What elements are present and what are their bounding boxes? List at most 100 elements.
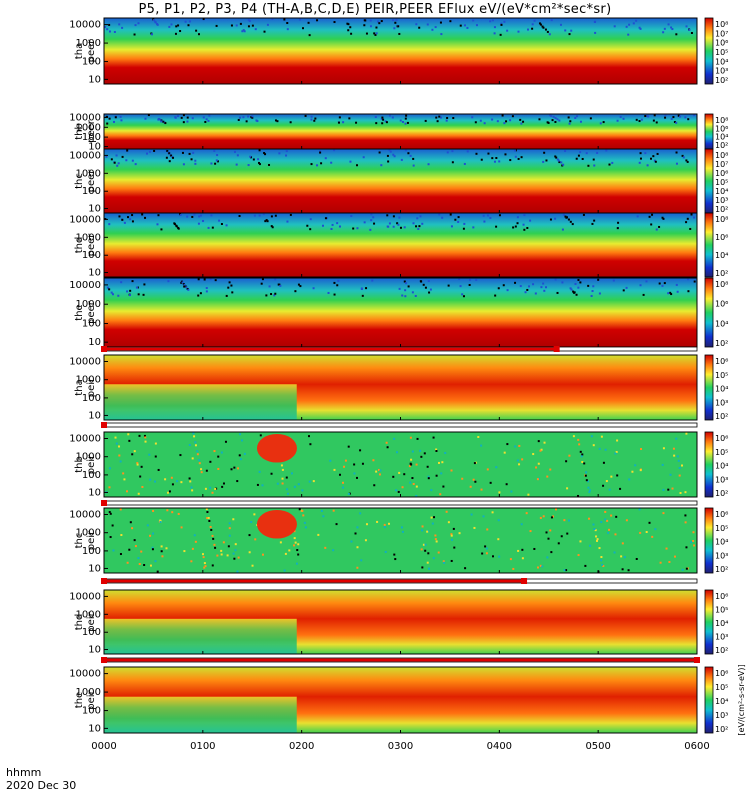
noise-speck [665, 547, 668, 550]
noise-speck [446, 116, 449, 119]
noise-speck [677, 459, 680, 462]
noise-speck [173, 223, 176, 226]
panel-species-label: peer [86, 39, 97, 63]
noise-speck [237, 118, 240, 121]
noise-speck [482, 515, 485, 518]
noise-speck [645, 280, 648, 283]
noise-speck [188, 20, 191, 23]
noise-speck [120, 534, 123, 537]
noise-speck [690, 213, 693, 216]
noise-speck [571, 223, 574, 226]
noise-speck [317, 533, 320, 536]
noise-speck [365, 523, 368, 526]
noise-speck [543, 441, 546, 444]
noise-speck [330, 227, 333, 230]
noise-speck [200, 471, 203, 474]
noise-speck [556, 118, 559, 121]
noise-speck [489, 216, 492, 219]
noise-speck [600, 559, 603, 562]
noise-speck [239, 22, 242, 25]
y-tick-label: 10 [88, 723, 101, 734]
noise-speck [432, 557, 435, 560]
noise-speck [249, 155, 252, 158]
noise-speck [388, 114, 391, 117]
noise-speck [569, 220, 572, 223]
noise-speck [549, 529, 552, 532]
noise-speck [600, 435, 603, 438]
noise-speck [540, 286, 543, 289]
noise-speck [256, 483, 259, 486]
noise-speck [297, 283, 300, 286]
noise-speck [636, 215, 639, 218]
noise-speck [565, 460, 568, 463]
noise-speck [162, 120, 165, 123]
noise-speck [679, 115, 682, 118]
noise-speck [516, 222, 519, 225]
noise-speck [215, 159, 218, 162]
noise-speck [242, 29, 245, 32]
noise-speck [319, 150, 322, 153]
noise-speck [412, 157, 415, 160]
colorbar-tick-label: 10⁵ [715, 524, 728, 533]
noise-speck [141, 485, 144, 488]
noise-speck [677, 114, 680, 117]
noise-speck [604, 448, 607, 451]
noise-speck [669, 291, 672, 294]
noise-speck [361, 462, 364, 465]
noise-speck [197, 294, 200, 297]
noise-speck [664, 114, 667, 117]
noise-speck [529, 219, 532, 222]
noise-speck [604, 518, 607, 521]
noise-speck [570, 29, 573, 32]
noise-speck [426, 23, 429, 26]
noise-speck [144, 117, 147, 120]
noise-speck [336, 222, 339, 225]
noise-speck [380, 20, 383, 23]
noise-speck [655, 228, 658, 231]
noise-speck [663, 27, 666, 30]
noise-speck [415, 485, 418, 488]
noise-speck [554, 217, 557, 220]
noise-speck [562, 213, 565, 216]
noise-speck [194, 444, 197, 447]
noise-speck [377, 468, 380, 471]
noise-speck [293, 537, 296, 540]
noise-speck [203, 566, 206, 569]
noise-speck [605, 480, 608, 483]
noise-speck [251, 115, 254, 118]
noise-speck [593, 219, 596, 222]
noise-speck [250, 521, 253, 524]
noise-speck [616, 439, 619, 442]
noise-speck [509, 558, 512, 561]
noise-speck [309, 443, 312, 446]
noise-speck [416, 437, 419, 440]
noise-speck [211, 534, 214, 537]
colorbar-tick-label: 10⁴ [715, 133, 728, 142]
noise-speck [622, 289, 625, 292]
noise-speck [348, 117, 351, 120]
noise-speck [333, 149, 336, 152]
noise-speck [196, 453, 199, 456]
noise-speck [404, 117, 407, 120]
noise-speck [188, 152, 191, 155]
noise-speck [329, 459, 332, 462]
noise-speck [602, 461, 605, 464]
noise-speck [555, 508, 558, 511]
noise-speck [531, 23, 534, 26]
mode-bar-marker [521, 578, 528, 584]
noise-speck [690, 31, 693, 34]
noise-speck [151, 546, 154, 549]
noise-speck [420, 455, 423, 458]
noise-speck [376, 520, 379, 523]
noise-speck [369, 25, 372, 28]
noise-speck [336, 284, 339, 287]
noise-speck [453, 546, 456, 549]
noise-speck [440, 116, 443, 119]
noise-speck [109, 512, 112, 515]
noise-speck [301, 489, 304, 492]
noise-speck [550, 516, 553, 519]
noise-speck [634, 464, 637, 467]
noise-speck [194, 159, 197, 162]
noise-speck [684, 491, 687, 494]
noise-speck [174, 32, 177, 35]
